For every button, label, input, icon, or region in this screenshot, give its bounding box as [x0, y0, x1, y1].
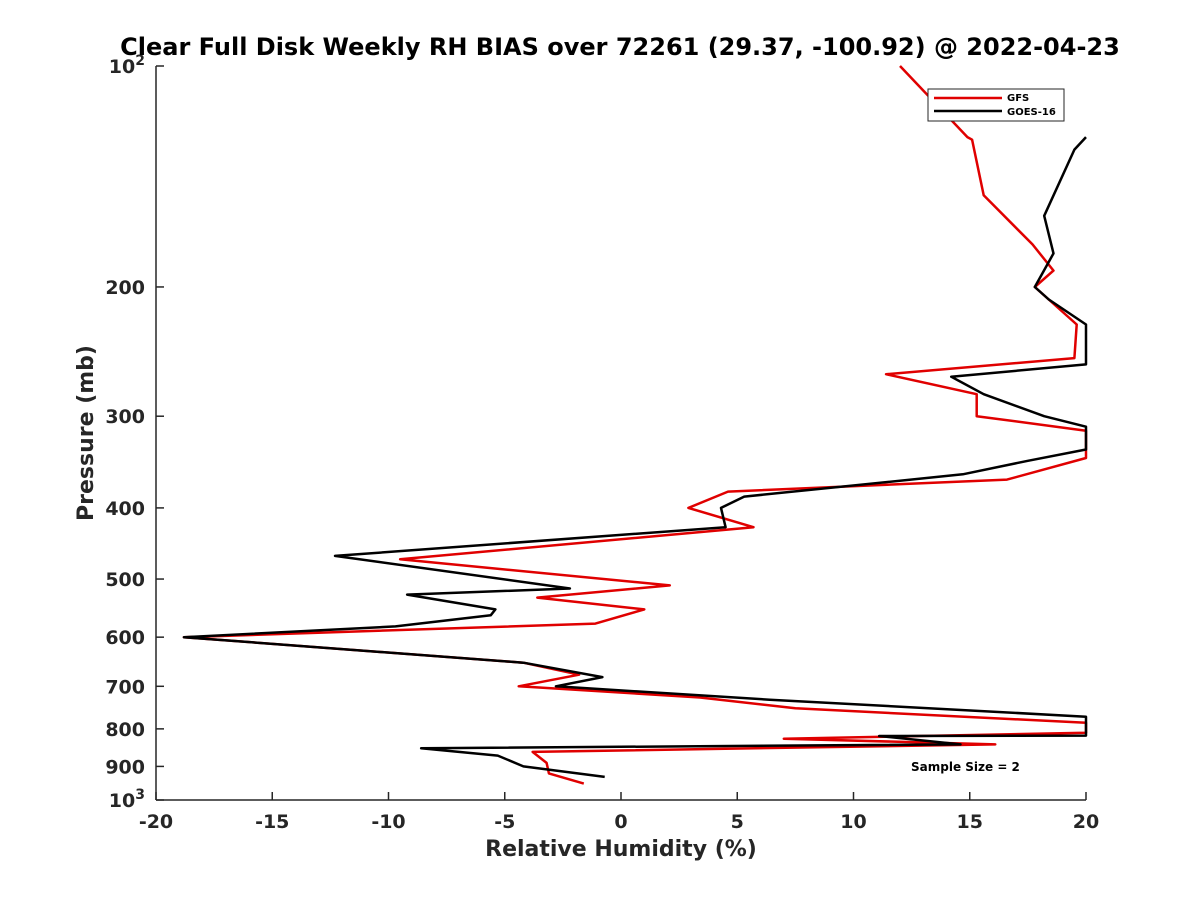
y-tick-label: 500 — [105, 569, 145, 591]
y-axis-label: Pressure (mb) — [74, 345, 99, 521]
x-axis-label: Relative Humidity (%) — [485, 837, 757, 862]
y-tick-label: 600 — [105, 627, 145, 649]
y-tick-label: 102 — [109, 53, 145, 78]
x-tick-label: -5 — [494, 811, 515, 833]
sample-size-annotation: Sample Size = 2 — [911, 760, 1020, 774]
x-tick-label: 5 — [731, 811, 744, 833]
x-tick-label: 20 — [1073, 811, 1099, 833]
y-tick-label: 700 — [105, 676, 145, 698]
x-ticks: -20 -15 -10 -5 0 5 10 15 20 — [139, 792, 1099, 833]
y-tick-label: 103 — [109, 787, 145, 812]
legend-label-gfs: GFS — [1007, 93, 1029, 104]
legend: GFS GOES-16 — [927, 88, 1065, 122]
series-line-goes16 — [182, 136, 1088, 779]
y-tick-label: 400 — [105, 498, 145, 520]
x-tick-label: 0 — [614, 811, 627, 833]
y-tick-label: 200 — [105, 277, 145, 299]
y-ticks: 102 200 300 400 500 600 700 800 900 103 — [105, 53, 164, 812]
x-tick-label: -10 — [371, 811, 405, 833]
legend-box — [927, 88, 1065, 122]
series-line-gfs — [182, 65, 1088, 785]
x-tick-label: 10 — [840, 811, 866, 833]
x-tick-label: 15 — [957, 811, 983, 833]
chart-title: Clear Full Disk Weekly RH BIAS over 7226… — [120, 33, 1120, 61]
y-tick-label: 900 — [105, 756, 145, 778]
legend-label-goes16: GOES-16 — [1007, 107, 1056, 118]
x-tick-label: -20 — [139, 811, 173, 833]
y-tick-label: 800 — [105, 719, 145, 741]
y-tick-label: 300 — [105, 406, 145, 428]
series-layer — [182, 65, 1088, 785]
x-tick-label: -15 — [255, 811, 289, 833]
